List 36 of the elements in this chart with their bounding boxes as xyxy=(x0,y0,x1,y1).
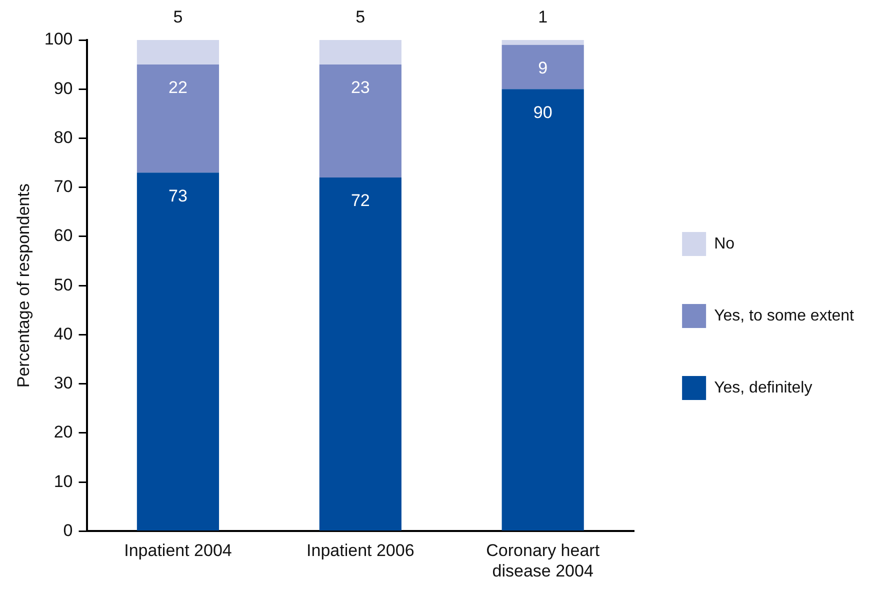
bar xyxy=(319,178,402,530)
bar xyxy=(502,40,584,45)
bar xyxy=(319,64,402,178)
data-label: 5 xyxy=(356,8,366,27)
legend-label: No xyxy=(714,235,735,252)
bar xyxy=(502,44,584,90)
bar xyxy=(319,40,402,65)
legend-label: Yes, to some extent xyxy=(714,307,855,324)
y-tick-label: 10 xyxy=(54,472,73,491)
data-label: 72 xyxy=(350,191,370,210)
data-label: 1 xyxy=(538,8,548,27)
x-tick-label: Inpatient 2004 xyxy=(124,541,232,560)
bar xyxy=(136,40,220,65)
data-label: 23 xyxy=(350,78,370,98)
data-label: 90 xyxy=(533,102,552,122)
data-label: 9 xyxy=(538,58,548,78)
legend-label: Yes, definitely xyxy=(714,379,812,396)
data-label: 5 xyxy=(173,8,183,27)
data-label: 22 xyxy=(168,78,188,98)
y-tick-label: 100 xyxy=(44,30,73,49)
y-tick-label: 50 xyxy=(54,275,73,294)
y-tick-label: 60 xyxy=(54,226,73,246)
bar xyxy=(502,89,584,530)
data-label: 73 xyxy=(168,186,188,206)
x-tick-label: Coronary heart disease 2004 xyxy=(486,541,600,580)
bar xyxy=(136,172,220,530)
bar xyxy=(136,64,220,173)
y-tick-label: 70 xyxy=(54,177,73,196)
y-tick-label: 40 xyxy=(54,324,73,344)
x-tick-label: Inpatient 2006 xyxy=(306,541,414,560)
y-tick-label: 90 xyxy=(54,78,73,98)
y-tick-label: 30 xyxy=(54,374,73,393)
y-tick-label: 20 xyxy=(54,422,73,442)
y-tick-label: 80 xyxy=(54,128,73,147)
y-axis-title: Percentage of respondents xyxy=(14,184,33,388)
y-tick-label: 0 xyxy=(63,520,73,540)
